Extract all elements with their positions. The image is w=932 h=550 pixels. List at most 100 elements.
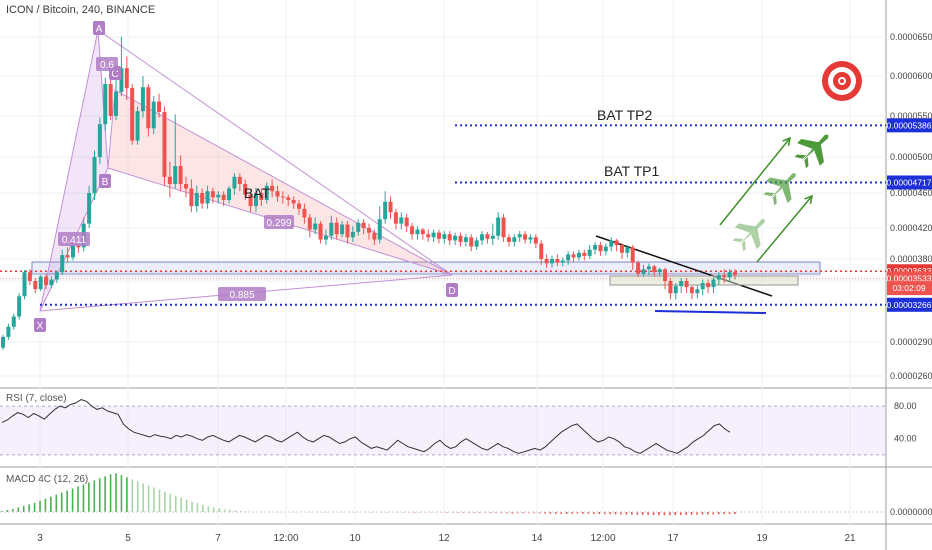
candle-body: [533, 237, 538, 244]
candle-body: [512, 237, 517, 242]
candle-body: [54, 272, 59, 280]
candle-body: [361, 222, 366, 228]
candle-body: [108, 84, 113, 116]
point-c-text: C: [111, 69, 118, 80]
time-tick-label: 10: [349, 533, 361, 544]
candle-body: [603, 246, 608, 252]
candle-body: [140, 87, 145, 112]
airplane-icon-mid-wing-bottom: [782, 182, 792, 204]
candle-body: [178, 166, 183, 184]
candle-body: [146, 87, 151, 129]
candle-body: [722, 275, 727, 278]
macd-tick-label: 0.00000000: [890, 507, 932, 517]
candle-body: [270, 185, 275, 192]
candle-body: [727, 272, 732, 278]
candle-body: [388, 201, 393, 213]
candle-body: [60, 255, 65, 273]
candle-body: [345, 224, 350, 238]
bcd-triangle: [107, 89, 453, 276]
candle-body: [442, 234, 447, 239]
chart-title: ICON / Bitcoin, 240, BINANCE: [6, 4, 156, 16]
ratio-0-6: [96, 57, 118, 71]
candle-body: [576, 252, 581, 258]
candle-body: [372, 232, 377, 240]
candle-body: [1, 336, 5, 348]
candle-body: [227, 188, 232, 200]
candle-body: [114, 92, 119, 116]
candle-body: [49, 279, 54, 286]
candle-body: [657, 269, 662, 273]
candle-body: [237, 176, 242, 184]
candle-body: [11, 316, 16, 327]
candle-body: [711, 279, 716, 288]
airplane-icon-faded-body: [739, 219, 765, 245]
candle-body: [243, 184, 248, 195]
candle-body: [636, 262, 641, 274]
time-tick-label: 21: [844, 533, 856, 544]
point-a: [93, 21, 105, 35]
candle-body: [716, 275, 721, 280]
candle-body: [286, 197, 291, 200]
candle-body: [130, 88, 135, 141]
ratio-0-299-text: 0.299: [266, 218, 291, 229]
airplane-icon-mid-body: [770, 173, 796, 199]
candle-body: [706, 283, 711, 288]
candle-body: [22, 272, 27, 297]
candle-body: [420, 229, 425, 235]
macd-label: MACD 4C (12, 26): [6, 474, 89, 485]
candle-body: [350, 231, 355, 238]
candle-body: [151, 101, 156, 129]
price-marker-text: 0.00003266: [887, 300, 932, 310]
arrow-upper-head: [782, 136, 791, 147]
point-d: [446, 283, 458, 297]
candle-body: [173, 166, 178, 184]
candle-body: [447, 234, 452, 241]
candle-body: [609, 240, 614, 247]
candle-body: [119, 68, 124, 92]
ad-line: [97, 29, 453, 276]
candle-body: [646, 266, 651, 270]
resistance-zone: [31, 261, 821, 275]
candle-body: [329, 222, 334, 236]
price-marker: [887, 297, 932, 312]
candle-body: [679, 281, 684, 287]
airplane-icon-faded-wing-top: [734, 223, 756, 233]
price-marker: [887, 118, 932, 133]
time-tick-label: 17: [667, 533, 679, 544]
candle-body: [463, 237, 468, 242]
airplane-icon-tail-top: [794, 154, 807, 159]
candle-body: [598, 245, 603, 252]
candle-body: [264, 185, 269, 200]
candle-body: [17, 296, 22, 317]
candle-body: [593, 245, 598, 250]
candle-body: [496, 217, 501, 236]
airplane-icon-mid-tail-top: [763, 192, 775, 197]
point-d-text: D: [448, 286, 455, 297]
price-marker-text: 0.00005386: [887, 120, 932, 130]
rsi-tick-label: 40.00: [894, 434, 917, 444]
candle-body: [393, 212, 398, 224]
candle-body: [733, 272, 737, 276]
candle-body: [200, 193, 205, 204]
candle-body: [415, 229, 420, 235]
candle-body: [318, 223, 323, 240]
candle-body: [44, 276, 49, 286]
ratio-0-885: [218, 287, 266, 301]
candle-body: [65, 255, 70, 258]
airplane-icon-wing-bottom: [814, 143, 824, 166]
candle-body: [232, 176, 237, 189]
candle-body: [555, 259, 560, 263]
candle-body: [6, 326, 11, 337]
candle-body: [259, 193, 264, 200]
airplane-icon-mid-tail-bottom: [772, 194, 777, 206]
candle-body: [684, 281, 689, 288]
candle-body: [221, 194, 226, 200]
candle-body: [458, 235, 463, 242]
candle-body: [210, 191, 215, 198]
pattern-label: BAT: [244, 185, 271, 201]
candle-body: [399, 217, 404, 224]
